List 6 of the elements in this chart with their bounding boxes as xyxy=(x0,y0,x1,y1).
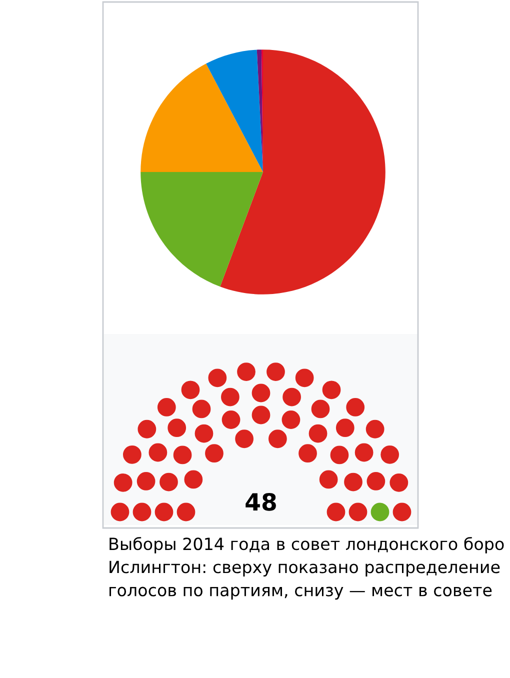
pie-slice xyxy=(220,50,386,294)
text: Выборы 2014 года в совет лондонского боро Ислингтон: сверху показано распределение голосов по партиям, снизу — мест в совете xyxy=(110,537,504,600)
pie-slice xyxy=(206,50,263,172)
text: 48 xyxy=(246,492,276,511)
pie-slice xyxy=(140,172,263,287)
pie-slice xyxy=(140,64,263,172)
